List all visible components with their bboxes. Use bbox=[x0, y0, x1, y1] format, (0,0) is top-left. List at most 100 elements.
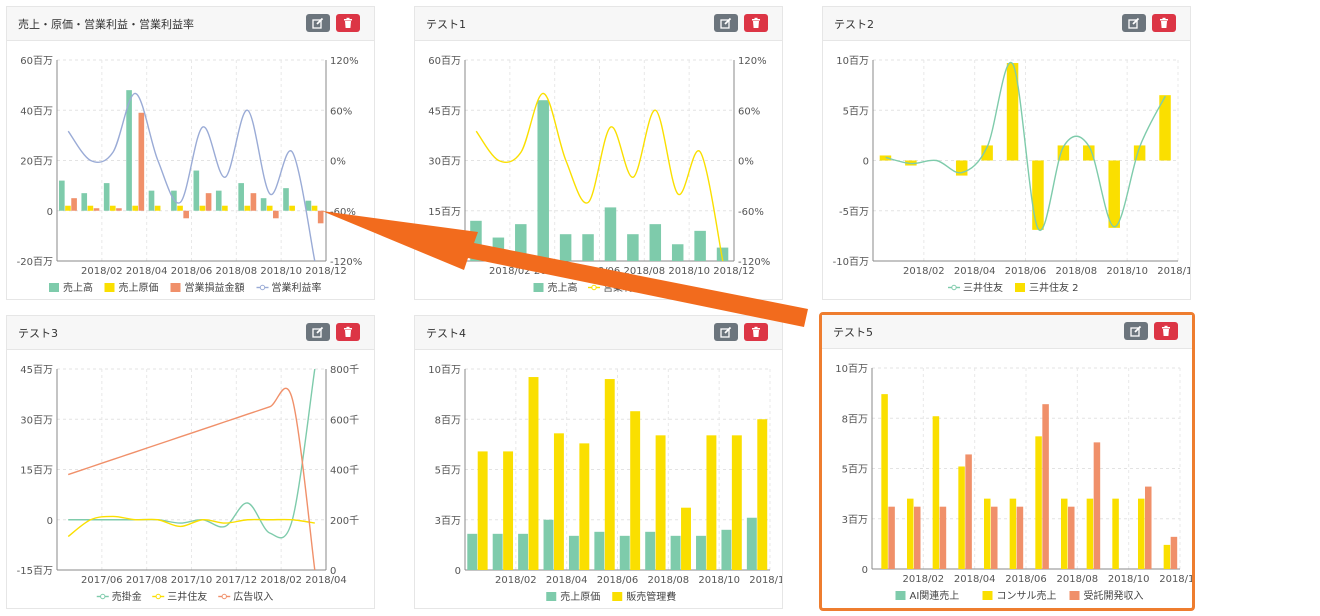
bar[interactable] bbox=[1032, 160, 1044, 230]
bar[interactable] bbox=[528, 377, 539, 570]
bar[interactable] bbox=[1108, 160, 1120, 228]
bar[interactable] bbox=[1057, 145, 1070, 161]
bar[interactable] bbox=[619, 535, 630, 570]
bar[interactable] bbox=[955, 160, 968, 176]
legend-label[interactable]: 売掛金 bbox=[112, 590, 142, 603]
bar[interactable] bbox=[87, 205, 94, 211]
bar[interactable] bbox=[65, 205, 71, 211]
bar[interactable] bbox=[470, 220, 482, 261]
bar[interactable] bbox=[1133, 145, 1146, 161]
edit-button[interactable] bbox=[1124, 322, 1148, 340]
edit-button[interactable] bbox=[306, 14, 330, 32]
bar[interactable] bbox=[694, 230, 706, 261]
bar[interactable] bbox=[706, 435, 717, 570]
legend-label[interactable]: 営業利益率 bbox=[272, 281, 322, 294]
bar[interactable] bbox=[238, 183, 244, 211]
bar[interactable] bbox=[649, 224, 662, 261]
bar[interactable] bbox=[1009, 498, 1017, 569]
bar[interactable] bbox=[1137, 498, 1145, 569]
bar[interactable] bbox=[93, 208, 100, 211]
legend-label[interactable]: AI関連売上 bbox=[910, 589, 960, 602]
bar[interactable] bbox=[518, 533, 529, 570]
bar[interactable] bbox=[553, 433, 564, 570]
bar[interactable] bbox=[1170, 536, 1178, 569]
bar[interactable] bbox=[559, 234, 572, 261]
delete-button[interactable] bbox=[336, 14, 360, 32]
bar[interactable] bbox=[492, 237, 505, 261]
bar[interactable] bbox=[582, 234, 594, 261]
bar[interactable] bbox=[965, 454, 972, 569]
bar[interactable] bbox=[260, 198, 267, 211]
bar[interactable] bbox=[579, 443, 590, 570]
bar[interactable] bbox=[289, 205, 295, 211]
bar[interactable] bbox=[515, 224, 527, 261]
bar[interactable] bbox=[1006, 63, 1019, 161]
legend-label[interactable]: 売上高 bbox=[548, 281, 578, 294]
bar[interactable] bbox=[199, 205, 206, 211]
bar[interactable] bbox=[154, 205, 161, 211]
bar[interactable] bbox=[696, 535, 706, 570]
bar[interactable] bbox=[222, 205, 228, 211]
bar[interactable] bbox=[655, 435, 666, 570]
bar[interactable] bbox=[879, 155, 892, 161]
bar[interactable] bbox=[1060, 498, 1068, 569]
bar[interactable] bbox=[731, 435, 742, 570]
bar[interactable] bbox=[283, 188, 289, 211]
legend-label[interactable]: 売上高 bbox=[63, 281, 93, 294]
bar[interactable] bbox=[939, 506, 947, 569]
bar[interactable] bbox=[1145, 486, 1152, 569]
bar[interactable] bbox=[604, 207, 617, 261]
edit-button[interactable] bbox=[714, 14, 738, 32]
bar[interactable] bbox=[981, 145, 993, 161]
bar[interactable] bbox=[757, 419, 768, 570]
delete-button[interactable] bbox=[1154, 322, 1178, 340]
bar[interactable] bbox=[932, 416, 940, 569]
delete-button[interactable] bbox=[336, 323, 360, 341]
bar[interactable] bbox=[1068, 506, 1075, 569]
bar[interactable] bbox=[250, 193, 257, 211]
edit-button[interactable] bbox=[306, 323, 330, 341]
bar[interactable] bbox=[109, 205, 116, 211]
bar[interactable] bbox=[958, 466, 965, 569]
bar[interactable] bbox=[103, 183, 110, 211]
legend-label[interactable]: 三井住友 bbox=[167, 590, 207, 603]
bar[interactable] bbox=[126, 90, 132, 211]
bar[interactable] bbox=[991, 506, 998, 569]
bar[interactable] bbox=[1163, 544, 1171, 569]
bar[interactable] bbox=[1159, 95, 1171, 161]
bar[interactable] bbox=[594, 531, 605, 570]
bar[interactable] bbox=[1016, 506, 1024, 569]
legend-label[interactable]: 売上原価 bbox=[119, 281, 159, 294]
bar[interactable] bbox=[681, 507, 691, 570]
bar[interactable] bbox=[671, 244, 684, 261]
delete-button[interactable] bbox=[744, 323, 768, 341]
bar[interactable] bbox=[1112, 498, 1119, 569]
bar[interactable] bbox=[543, 519, 554, 570]
delete-button[interactable] bbox=[744, 14, 768, 32]
bar[interactable] bbox=[503, 451, 514, 570]
bar[interactable] bbox=[138, 112, 145, 211]
edit-button[interactable] bbox=[714, 323, 738, 341]
bar[interactable] bbox=[317, 210, 324, 224]
bar[interactable] bbox=[305, 200, 312, 211]
bar[interactable] bbox=[721, 529, 732, 570]
legend-label[interactable]: 営業利益率 bbox=[603, 281, 653, 294]
bar[interactable] bbox=[59, 180, 65, 211]
bar[interactable] bbox=[183, 210, 189, 219]
legend-label[interactable]: 営業損益金額 bbox=[185, 281, 245, 294]
bar[interactable] bbox=[492, 533, 503, 570]
bar[interactable] bbox=[1083, 145, 1095, 161]
bar[interactable] bbox=[193, 170, 200, 211]
bar[interactable] bbox=[888, 506, 895, 569]
bar[interactable] bbox=[205, 193, 212, 211]
bar[interactable] bbox=[670, 535, 681, 570]
bar[interactable] bbox=[537, 100, 549, 261]
legend-label[interactable]: 売上原価 bbox=[560, 590, 600, 603]
bar[interactable] bbox=[746, 517, 757, 570]
bar[interactable] bbox=[1035, 436, 1042, 569]
bar[interactable] bbox=[1086, 498, 1094, 569]
legend-label[interactable]: 受託開発収入 bbox=[1084, 589, 1144, 602]
legend-label[interactable]: 販売管理費 bbox=[626, 590, 676, 603]
bar[interactable] bbox=[244, 205, 251, 211]
bar[interactable] bbox=[568, 535, 579, 570]
